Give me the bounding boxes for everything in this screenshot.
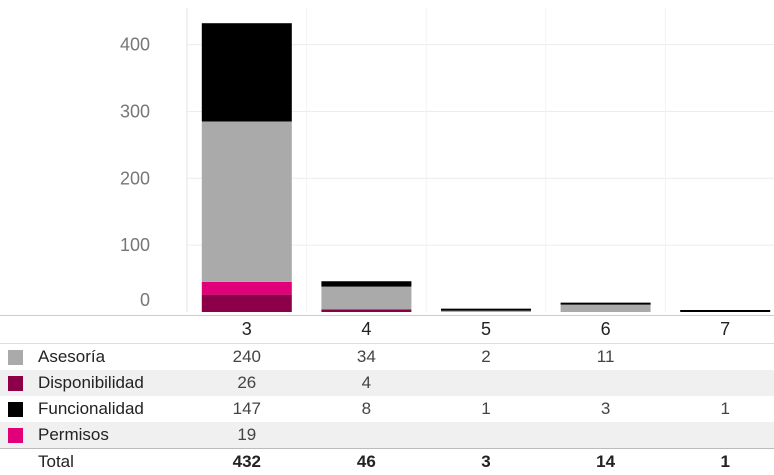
bar-chart: 0 100 200 300 400 bbox=[120, 8, 774, 312]
table-row-asesoria: Asesoría 240 34 2 11 bbox=[0, 344, 774, 370]
x-tick-label: 4 bbox=[361, 319, 372, 339]
bar-segment-asesoria-3 bbox=[201, 121, 292, 282]
y-tick-label: 0 bbox=[140, 290, 150, 310]
data-label: 26 bbox=[237, 373, 257, 392]
bar-segment-funcionalidad-7 bbox=[680, 310, 771, 312]
x-tick-label: 3 bbox=[241, 319, 252, 339]
data-label: 19 bbox=[237, 425, 257, 444]
bar-segment-disponibilidad-3 bbox=[201, 294, 292, 312]
data-label: 34 bbox=[356, 347, 376, 366]
bar-segment-funcionalidad-5 bbox=[441, 308, 531, 311]
x-tick-label: 7 bbox=[720, 319, 731, 339]
legend-label: Permisos bbox=[38, 425, 109, 444]
legend-swatch bbox=[8, 428, 23, 443]
bar-segment-funcionalidad-3 bbox=[201, 23, 292, 122]
table-row-funcionalidad: Funcionalidad 147 8 1 3 1 bbox=[0, 396, 774, 422]
data-label: 147 bbox=[232, 399, 261, 418]
data-label: 4 bbox=[361, 373, 372, 392]
total-value: 1 bbox=[720, 452, 730, 471]
chart-area: 0 100 200 300 400 bbox=[120, 8, 774, 312]
data-label: 3 bbox=[600, 399, 611, 418]
data-label: 2 bbox=[481, 347, 491, 366]
bar-segment-asesoria-6 bbox=[560, 304, 651, 312]
total-value: 46 bbox=[356, 452, 376, 471]
legend-swatch bbox=[8, 350, 23, 365]
total-value: 3 bbox=[481, 452, 491, 471]
legend-swatch bbox=[8, 376, 23, 391]
y-tick-label: 300 bbox=[120, 101, 150, 121]
bar-segment-funcionalidad-4 bbox=[321, 281, 412, 287]
category-header-row: 3 4 5 6 7 bbox=[0, 315, 774, 344]
bar-segment-asesoria-5 bbox=[441, 310, 531, 312]
data-label: 1 bbox=[720, 399, 730, 418]
total-value: 432 bbox=[232, 452, 261, 471]
data-label: 8 bbox=[361, 399, 372, 418]
legend-label: Funcionalidad bbox=[38, 399, 144, 418]
y-tick-label: 200 bbox=[120, 168, 150, 188]
data-label: 11 bbox=[596, 347, 615, 366]
legend-label: Asesoría bbox=[38, 347, 106, 366]
bar-segment-permisos-3 bbox=[201, 281, 292, 295]
total-value: 14 bbox=[596, 452, 616, 471]
legend-swatch bbox=[8, 402, 23, 417]
data-label: 240 bbox=[232, 347, 261, 366]
bar-segment-disponibilidad-4 bbox=[321, 309, 412, 312]
bar-segment-asesoria-4 bbox=[321, 286, 412, 310]
x-tick-label: 6 bbox=[600, 319, 611, 339]
total-label: Total bbox=[38, 452, 74, 471]
data-label: 1 bbox=[481, 399, 491, 418]
table-row-permisos: Permisos 19 bbox=[0, 422, 774, 448]
y-tick-label: 400 bbox=[120, 35, 150, 55]
data-table: 3 4 5 6 7 Asesoría 240 34 2 11 Disponibilidad 26 4 Fu… bbox=[0, 315, 774, 475]
bar-segment-funcionalidad-6 bbox=[560, 302, 651, 305]
table-row-disponibilidad: Disponibilidad 26 4 bbox=[0, 370, 774, 396]
x-tick-label: 5 bbox=[480, 319, 492, 339]
legend-label: Disponibilidad bbox=[38, 373, 144, 392]
table-row-total: Total 432 46 3 14 1 bbox=[0, 448, 774, 475]
y-tick-label: 100 bbox=[120, 235, 150, 255]
